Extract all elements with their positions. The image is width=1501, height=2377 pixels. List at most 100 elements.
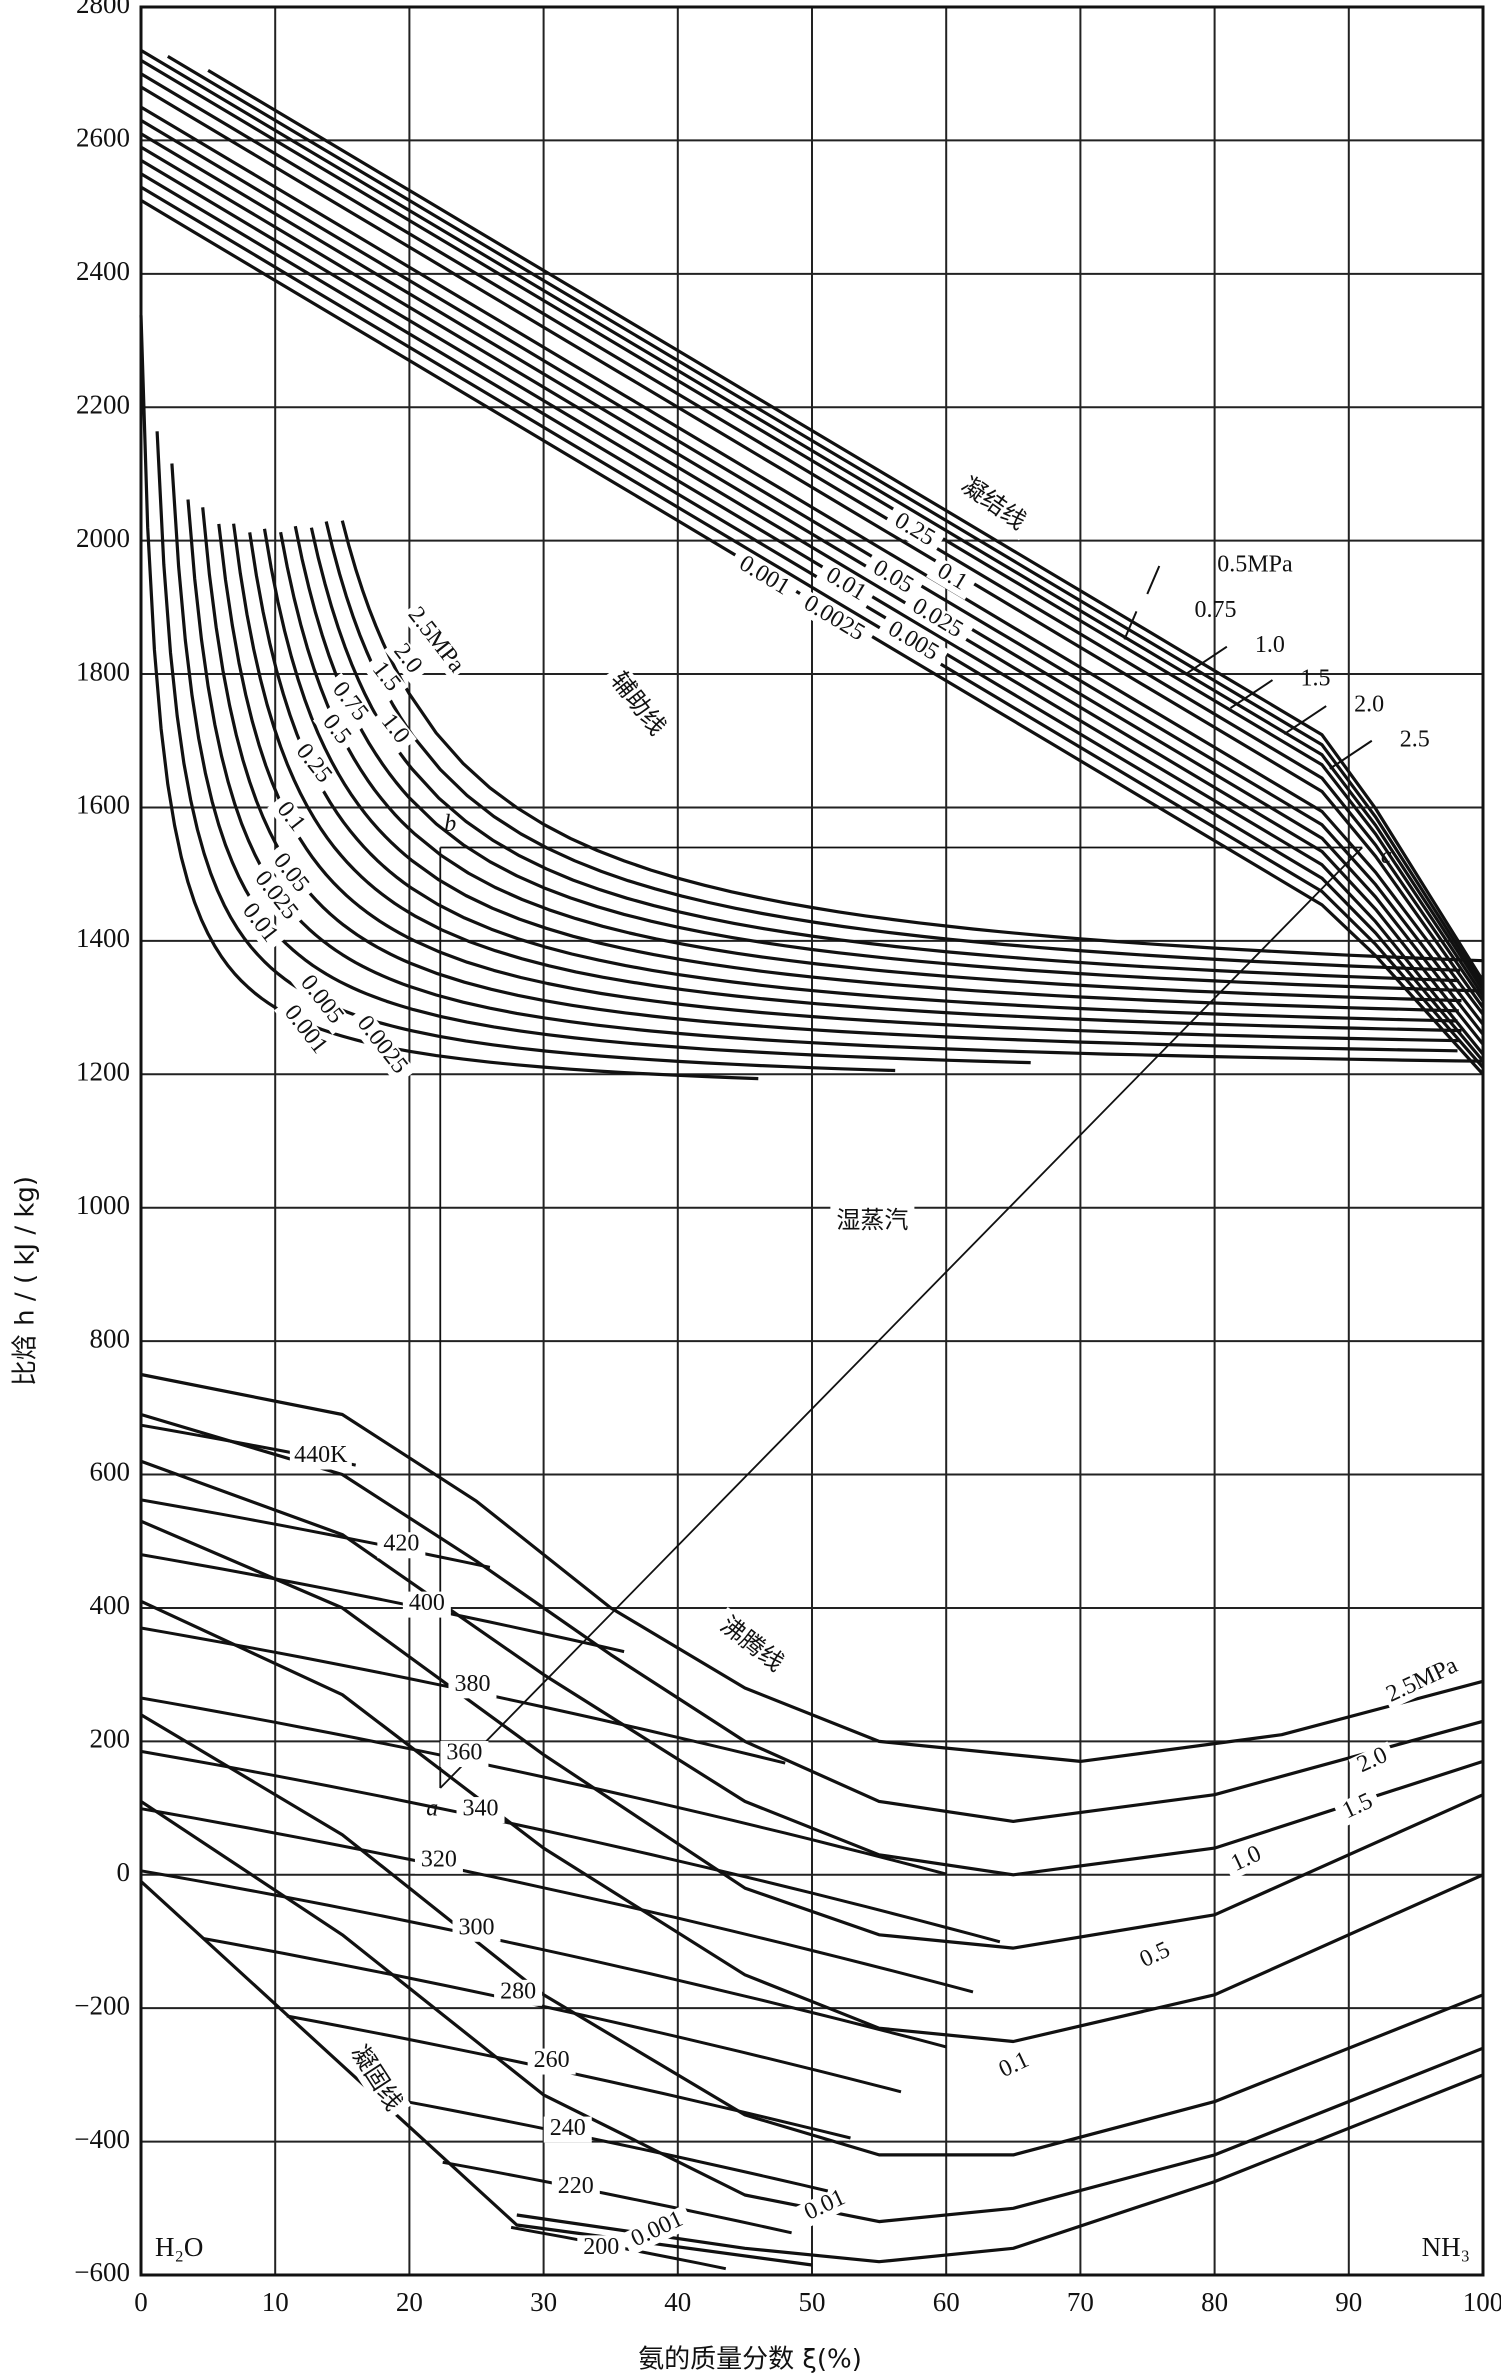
dew-line (166, 55, 1485, 987)
y-tick-label: 2200 (76, 389, 130, 419)
y-tick-label: 0 (117, 1857, 131, 1887)
y-tick-label: 2400 (76, 256, 130, 286)
isotherm-label: 200 (583, 2234, 619, 2260)
label-background (452, 1915, 501, 1942)
isotherm-line (140, 1553, 625, 1654)
dew-line-label: 2.5 (1400, 726, 1430, 752)
isotherm-label: 380 (454, 1671, 490, 1697)
label-background (312, 705, 359, 755)
label-background (440, 1741, 489, 1768)
auxiliary-line (309, 527, 1459, 983)
dew-line (140, 172, 1485, 1063)
isotherm-line (140, 1749, 1001, 1944)
x-tick-label: 90 (1335, 2287, 1362, 2317)
y-tick-label: 1600 (76, 790, 130, 820)
y-tick-label: −600 (74, 2257, 130, 2287)
leader-line (1123, 610, 1138, 640)
isotherm-label: 260 (534, 2047, 570, 2073)
dew-line (140, 59, 1485, 997)
dew-line-label: 1.5 (1300, 666, 1330, 692)
leader-line (1283, 705, 1327, 735)
point-c-label: c (1381, 843, 1392, 869)
y-tick-label: 600 (90, 1457, 131, 1487)
corner-label-h2o: H₂O (155, 2232, 203, 2262)
x-tick-label: 20 (396, 2287, 423, 2317)
boiling-line (140, 1519, 1484, 1950)
dew-line-label: 0.5MPa (1217, 551, 1293, 577)
label-background (1380, 1653, 1465, 1710)
label-background (1348, 1741, 1398, 1782)
label-background (1130, 1936, 1181, 1977)
x-tick-label: 10 (262, 2287, 289, 2317)
label-background (794, 2183, 856, 2230)
isotherm-line (202, 1937, 902, 2094)
label-background (543, 2116, 592, 2143)
region-label-wet: 湿蒸汽 (836, 1206, 908, 1234)
point-a-label: a (426, 1796, 438, 1822)
axes: 0 10 20 30 40 50 60 70 80 90 100280026002400220020… (11, 0, 1501, 2375)
x-tick-label: 30 (530, 2287, 557, 2317)
label-background (244, 861, 306, 931)
dew-line (140, 85, 1485, 1009)
label-background (267, 793, 313, 842)
corner-label-nh3: NH₃ (1422, 2232, 1470, 2262)
boiling-line (140, 1713, 1484, 2157)
isotherm-line (442, 2160, 792, 2235)
x-axis-title: 氨的质量分数 ξ(%) (638, 2345, 862, 2375)
label-background (274, 995, 336, 1065)
boiling-line (516, 2073, 1484, 2264)
x-tick-label: 80 (1201, 2287, 1228, 2317)
boiling-line (140, 1412, 1484, 1823)
label-background (990, 2046, 1040, 2087)
auxiliary-line (139, 315, 759, 1081)
leader-line (1329, 739, 1373, 770)
isotherm-label: 220 (558, 2173, 594, 2199)
label-background (527, 2048, 576, 2075)
point-b-label: b (444, 811, 456, 837)
line-a-c (439, 846, 1363, 1789)
label-background (289, 1443, 352, 1470)
auxiliary-line (232, 523, 1462, 1033)
label-background (346, 1005, 416, 1086)
auxiliary-line (170, 463, 1031, 1065)
label-background (400, 601, 470, 681)
isotherm-label: 360 (446, 1740, 482, 1766)
label-background (709, 1606, 794, 1683)
boiling-line (140, 1459, 1484, 1877)
x-tick-label: 40 (664, 2287, 691, 2317)
y-axis-title: 比焓 h / ( kJ / kg) (11, 1176, 41, 1386)
label-background (322, 672, 376, 732)
dew-line (140, 132, 1485, 1036)
boiling-line (140, 1599, 1484, 2044)
leader-line (1184, 645, 1228, 676)
solidification-line (139, 1880, 813, 2267)
label-background (551, 2174, 600, 2201)
label-background (577, 2235, 626, 2262)
dew-line-label: 1.0 (1255, 632, 1285, 658)
label-background (727, 548, 801, 606)
y-tick-label: 2600 (76, 123, 130, 153)
isotherm-line (140, 1807, 974, 1994)
label-background (1222, 1840, 1272, 1881)
y-tick-label: 2000 (76, 523, 130, 553)
y-tick-label: 2800 (76, 0, 130, 19)
isotherm-line (140, 1696, 947, 1876)
auxiliary-line (262, 528, 1459, 1013)
isotherm-label: 300 (459, 1914, 495, 1940)
dew-line (140, 159, 1485, 1056)
label-background (882, 505, 946, 556)
isotherm-label: 400 (409, 1590, 445, 1616)
label-background (377, 1532, 426, 1559)
dew-line (140, 119, 1485, 1026)
label-background (599, 661, 676, 747)
isotherm-label: 340 (463, 1796, 499, 1822)
label-background (621, 2204, 695, 2256)
y-tick-label: 1400 (76, 923, 130, 953)
dew-line (140, 49, 1485, 992)
label-background (232, 894, 286, 953)
auxiliary-line (155, 431, 896, 1073)
leader-line (1229, 679, 1274, 709)
dew-line (140, 72, 1485, 1002)
